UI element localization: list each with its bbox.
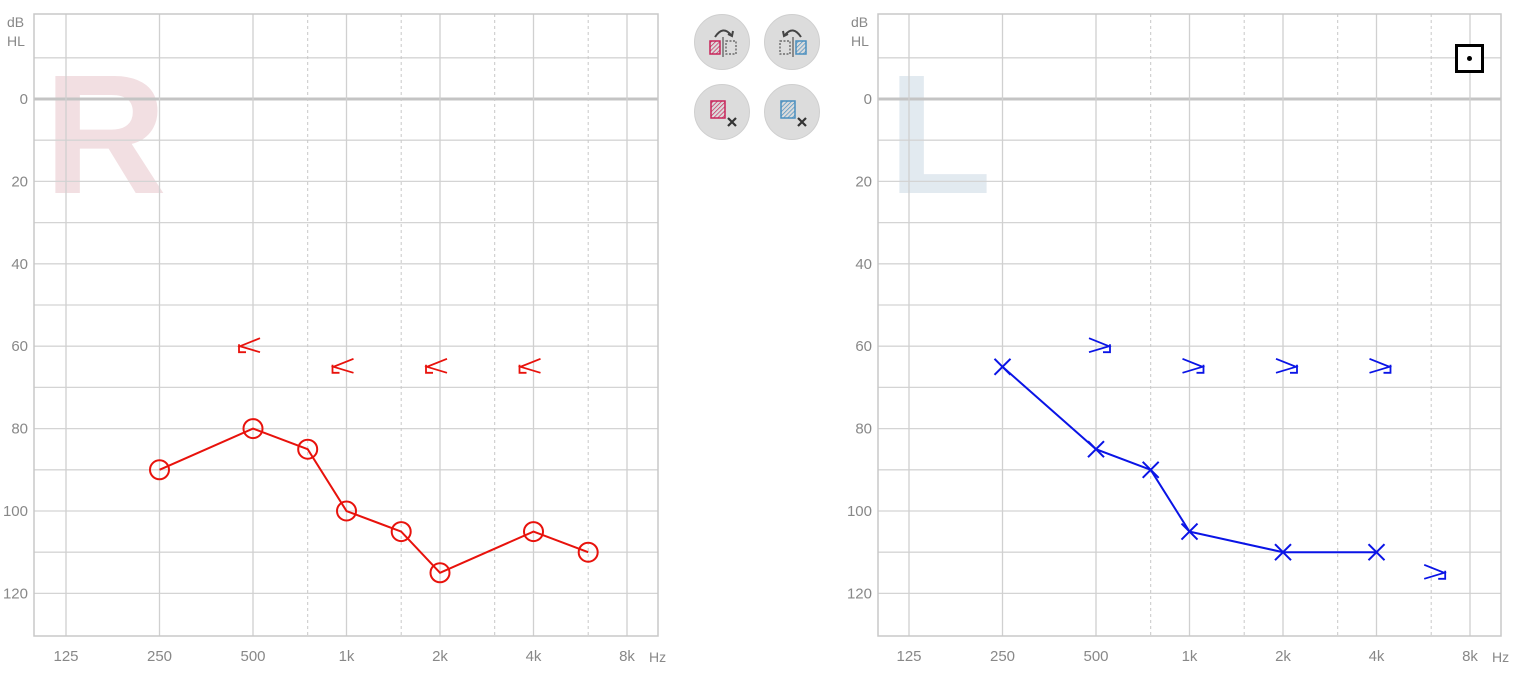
copy-left-to-right-button[interactable] (764, 14, 820, 70)
y-tick-label: 80 (11, 421, 28, 438)
y-tick-label: 60 (855, 338, 872, 355)
y-tick-label: 40 (11, 256, 28, 273)
y-tick-label: 20 (11, 173, 28, 190)
x-tick-label: 125 (53, 648, 78, 665)
y-tick-label: 20 (855, 173, 872, 190)
data-point-bone (330, 357, 354, 374)
x-tick-label: 8k (1462, 648, 1478, 665)
masking-toggle-icon (1467, 56, 1472, 61)
series-line (1001, 366, 1377, 554)
data-point-bone (517, 357, 541, 374)
data-point-circle (242, 418, 264, 440)
copy-right-to-left-icon (709, 29, 737, 57)
data-point-circle (336, 500, 357, 522)
x-tick-label: 2k (1275, 648, 1291, 665)
y-tick-label: 0 (20, 91, 28, 108)
x-tick-label: 2k (432, 648, 448, 665)
data-point-bone (1423, 563, 1447, 580)
data-point-circle (390, 521, 412, 543)
data-point-cross (1141, 461, 1160, 479)
ear-watermark: R (44, 40, 167, 230)
data-point-cross (1367, 543, 1386, 561)
data-point-cross (993, 358, 1012, 376)
y-tick-label: 60 (11, 338, 28, 355)
y-tick-label: 120 (3, 585, 28, 602)
x-tick-label: 4k (1369, 648, 1385, 665)
ear-watermark: L (888, 40, 992, 230)
data-point-bone (1088, 337, 1112, 354)
y-tick-label: 0 (864, 91, 872, 108)
data-point-cross (1087, 440, 1105, 458)
x-tick-label: 1k (1182, 648, 1198, 665)
data-point-circle (297, 438, 319, 460)
audiogram-right: RdB HL 0 20 40 60 80 100 120 125 250 500 1k 2k 4k 8k Hz (3, 13, 666, 665)
clear-right-icon (710, 100, 737, 127)
data-point-circle (149, 459, 170, 481)
data-point-circle (577, 541, 599, 563)
y-tick-label: 100 (3, 503, 28, 520)
data-point-bone (1275, 357, 1299, 374)
x-tick-label: 250 (990, 648, 1015, 665)
data-point-cross (1274, 543, 1292, 561)
series-line (159, 427, 589, 575)
x-tick-label: 500 (1083, 648, 1108, 665)
x-tick-label: 1k (339, 648, 355, 665)
y-axis-label: dB (851, 14, 868, 30)
plot-frame (877, 13, 1502, 637)
x-unit-label: Hz (649, 649, 666, 665)
y-axis-label: HL (7, 33, 25, 49)
x-tick-label: 8k (619, 648, 635, 665)
x-tick-label: 500 (240, 648, 265, 665)
data-point-bone (237, 337, 261, 354)
data-point-bone (424, 357, 448, 374)
masking-toggle-button[interactable] (1455, 44, 1484, 73)
clear-left-button[interactable] (764, 84, 820, 140)
audiogram-left: LdB HL 0 20 40 60 80 100 120 125 250 500 1k 2k 4k 8k Hz (847, 13, 1509, 665)
y-axis-label: dB (7, 14, 24, 30)
data-point-circle (429, 562, 451, 584)
y-tick-label: 40 (855, 256, 872, 273)
x-tick-label: 125 (896, 648, 921, 665)
x-tick-label: 250 (147, 648, 172, 665)
plot-frame (33, 13, 659, 637)
copy-left-to-right-icon (779, 29, 807, 57)
data-point-bone (1369, 357, 1393, 374)
x-unit-label: Hz (1492, 649, 1509, 665)
data-point-circle (523, 521, 544, 543)
data-point-bone (1182, 357, 1206, 374)
y-tick-label: 80 (855, 421, 872, 438)
y-axis-label: HL (851, 33, 869, 49)
x-tick-label: 4k (526, 648, 542, 665)
clear-right-button[interactable] (694, 84, 750, 140)
y-tick-label: 100 (847, 503, 872, 520)
clear-left-icon (780, 100, 807, 127)
data-point-cross (1180, 522, 1199, 541)
y-tick-label: 120 (847, 585, 872, 602)
copy-right-to-left-button[interactable] (694, 14, 750, 70)
